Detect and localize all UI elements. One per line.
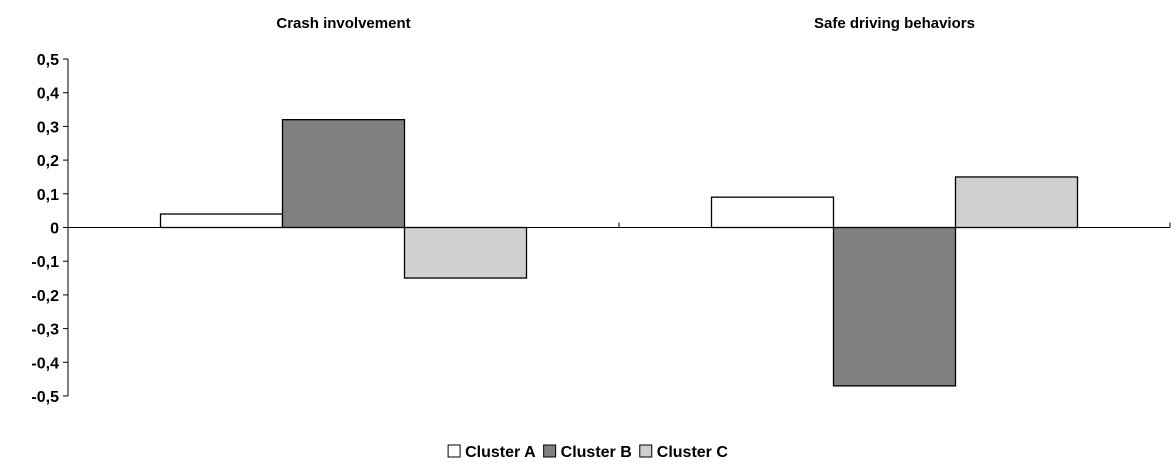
legend-label: Cluster C: [657, 444, 729, 461]
bar-cluster-b: [281, 119, 406, 229]
bar-cluster-a: [159, 213, 284, 229]
legend-item: Cluster B: [543, 444, 632, 461]
y-tick-label: 0,2: [37, 153, 59, 170]
y-tick-label: 0,1: [37, 187, 59, 204]
category-titles: Crash involvement Safe driving behaviors: [276, 15, 975, 32]
legend-swatch: [447, 444, 461, 458]
legend-label: Cluster B: [561, 444, 632, 461]
legend-swatch: [543, 444, 557, 458]
category-title: Safe driving behaviors: [814, 15, 975, 32]
legend-item: Cluster A: [447, 444, 536, 461]
bars: [159, 119, 1079, 387]
legend-label: Cluster A: [465, 444, 536, 461]
y-tick-label: 0,5: [37, 52, 59, 69]
y-tick-label: -0,5: [31, 389, 59, 406]
y-tick-label: 0,3: [37, 119, 59, 136]
y-tick-label: -0,3: [31, 322, 59, 339]
y-tick-label: -0,4: [31, 355, 59, 372]
y-tick-label: 0: [50, 221, 59, 238]
y-tick-label: -0,2: [31, 288, 59, 305]
legend: Cluster A Cluster B Cluster C: [447, 444, 729, 461]
y-axis: 0,5 0,4 0,3 0,2 0,1 0 -0,1 -0,2 -0,3 -0,4 -0,5: [31, 52, 69, 406]
legend-item: Cluster C: [639, 444, 729, 461]
category-title: Crash involvement: [276, 15, 410, 32]
bar-cluster-c: [954, 176, 1079, 229]
y-tick-label: 0,4: [37, 86, 59, 103]
bar-cluster-c: [403, 226, 528, 279]
legend-swatch: [639, 444, 653, 458]
y-tick-label: -0,1: [31, 254, 59, 271]
bar-cluster-a: [710, 196, 835, 229]
bar-cluster-b: [832, 226, 957, 387]
